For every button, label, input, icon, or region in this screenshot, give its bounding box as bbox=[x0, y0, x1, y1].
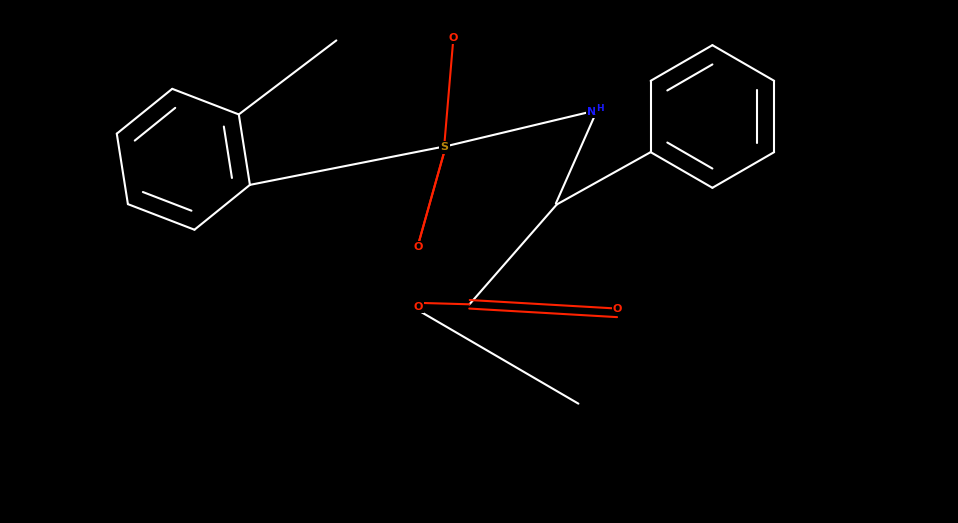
Text: N: N bbox=[586, 107, 596, 117]
Text: O: O bbox=[612, 304, 622, 314]
Text: O: O bbox=[414, 302, 423, 312]
Text: H: H bbox=[596, 105, 604, 113]
Text: S: S bbox=[441, 142, 448, 152]
Text: O: O bbox=[414, 242, 423, 252]
Text: O: O bbox=[448, 33, 458, 43]
Text: O: O bbox=[414, 242, 423, 252]
